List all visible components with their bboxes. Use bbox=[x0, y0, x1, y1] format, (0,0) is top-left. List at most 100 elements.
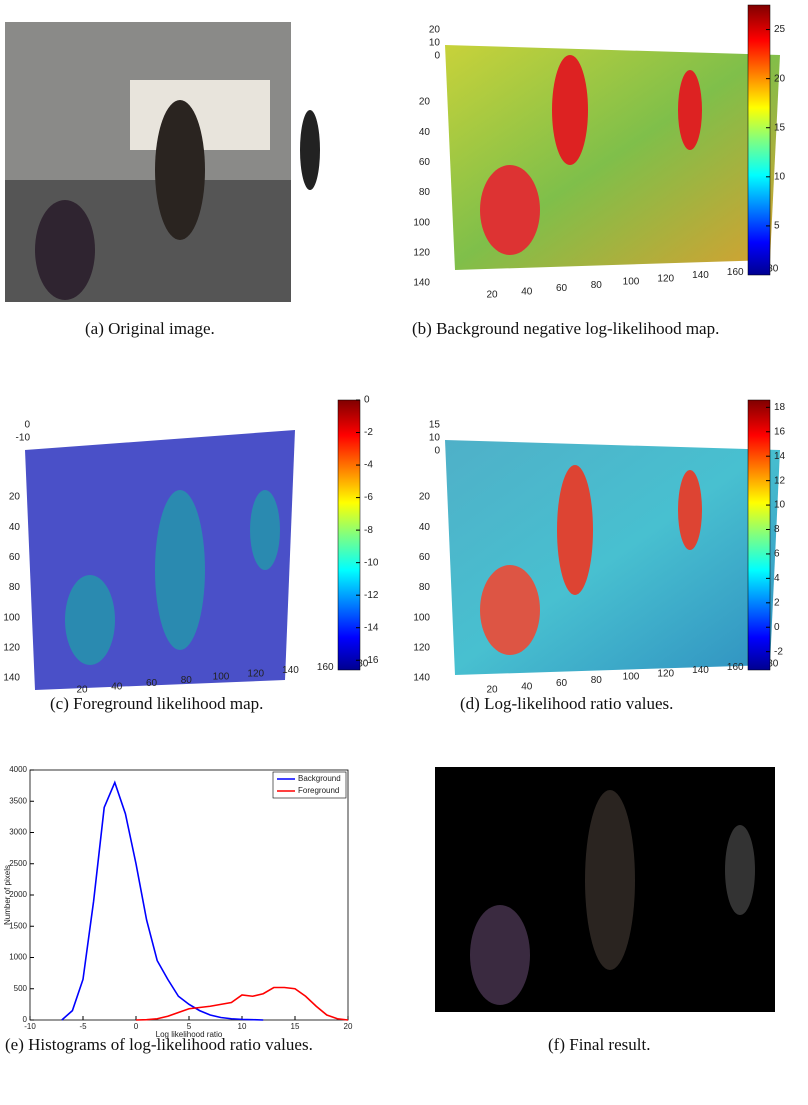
y-tick-label: 140 bbox=[413, 278, 430, 289]
x-tick-label: 40 bbox=[521, 286, 533, 297]
line bbox=[62, 783, 263, 1021]
caption: (f) Final result. bbox=[548, 1034, 650, 1056]
caption: (b) Background negative log-likelihood m… bbox=[412, 318, 802, 340]
y-tick-label: 1000 bbox=[9, 953, 27, 962]
x-tick-label: 100 bbox=[623, 277, 640, 288]
surface-peak bbox=[65, 575, 115, 665]
x-tick-label: 80 bbox=[181, 675, 193, 686]
colorbar-tick-label: -6 bbox=[364, 492, 373, 503]
x-tick-label: 120 bbox=[247, 668, 264, 679]
y-tick-label: 40 bbox=[419, 522, 431, 533]
x-tick-label: 40 bbox=[521, 681, 533, 692]
colorbar-tick-label: -14 bbox=[364, 622, 379, 633]
y-tick-label: 20 bbox=[9, 492, 21, 503]
y-tick-label: 40 bbox=[9, 522, 21, 533]
person bbox=[725, 825, 755, 915]
surface-peak bbox=[250, 490, 280, 570]
y-tick-label: 60 bbox=[419, 157, 431, 168]
line bbox=[136, 988, 348, 1021]
legend-label: Foreground bbox=[298, 786, 339, 795]
colorbar-tick-label: 14 bbox=[774, 451, 786, 462]
colorbar bbox=[338, 400, 360, 670]
caption: (c) Foreground likelihood map. bbox=[50, 693, 263, 715]
surface-peak bbox=[678, 70, 702, 150]
colorbar-tick-label: 15 bbox=[774, 122, 786, 133]
x-tick-label: 100 bbox=[623, 672, 640, 683]
surface-peak bbox=[552, 55, 588, 165]
colorbar-tick-label: -16 bbox=[364, 655, 379, 666]
x-tick-label: 15 bbox=[291, 1022, 300, 1031]
y-tick-label: 20 bbox=[419, 97, 431, 108]
y-tick-label: 80 bbox=[419, 582, 431, 593]
y-tick-label: 40 bbox=[419, 127, 431, 138]
colorbar-tick-label: 10 bbox=[774, 171, 786, 182]
x-tick-label: 60 bbox=[556, 283, 568, 294]
y-tick-label: 60 bbox=[419, 552, 431, 563]
z-tick-label: 0 bbox=[434, 51, 440, 62]
y-tick-label: 120 bbox=[413, 642, 430, 653]
colorbar-tick-label: 10 bbox=[774, 500, 786, 511]
x-tick-label: 60 bbox=[146, 678, 158, 689]
person bbox=[470, 905, 530, 1005]
y-axis-label: Number of pixels bbox=[3, 865, 12, 925]
x-tick-label: 40 bbox=[111, 681, 123, 692]
y-tick-label: 100 bbox=[3, 612, 20, 623]
y-tick-label: 120 bbox=[3, 642, 20, 653]
colorbar-tick-label: -8 bbox=[364, 525, 373, 536]
colorbar bbox=[748, 400, 770, 670]
colorbar-tick-label: 8 bbox=[774, 524, 780, 535]
colorbar-tick-label: 4 bbox=[774, 573, 780, 584]
colorbar-tick-label: -12 bbox=[364, 590, 379, 601]
x-tick-label: 80 bbox=[591, 280, 603, 291]
caption: (a) Original image. bbox=[85, 318, 215, 340]
caption: (d) Log-likelihood ratio values. bbox=[460, 693, 673, 715]
plot-area bbox=[30, 770, 348, 1020]
y-tick-label: 500 bbox=[14, 984, 28, 993]
person bbox=[585, 790, 635, 970]
x-tick-label: 20 bbox=[486, 290, 498, 301]
y-tick-label: 60 bbox=[9, 552, 21, 563]
x-tick-label: 120 bbox=[657, 668, 674, 679]
caption: (e) Histograms of log-likelihood ratio v… bbox=[5, 1034, 345, 1056]
y-tick-label: 3000 bbox=[9, 828, 27, 837]
x-tick-label: -5 bbox=[79, 1022, 87, 1031]
z-tick-label: 15 bbox=[429, 420, 441, 431]
surface-peak bbox=[480, 165, 540, 255]
surface-peak bbox=[155, 490, 205, 650]
y-tick-label: 120 bbox=[413, 247, 430, 258]
y-tick-label: 80 bbox=[9, 582, 21, 593]
legend-label: Background bbox=[298, 774, 341, 783]
z-tick-label: 10 bbox=[429, 38, 441, 49]
x-tick-label: 20 bbox=[344, 1022, 353, 1031]
colorbar-tick-label: -2 bbox=[774, 646, 783, 657]
y-tick-label: 4000 bbox=[9, 765, 27, 774]
y-tick-label: 100 bbox=[413, 612, 430, 623]
colorbar-tick-label: 0 bbox=[774, 622, 780, 633]
colorbar-tick-label: -4 bbox=[364, 460, 373, 471]
figure-canvas: 2010020406080100120140204060801001201401… bbox=[0, 0, 808, 1105]
colorbar-tick-label: 5 bbox=[774, 221, 780, 232]
colorbar-tick-label: 2 bbox=[774, 597, 780, 608]
figure: 2010020406080100120140204060801001201401… bbox=[0, 0, 808, 1105]
surface-peak bbox=[480, 565, 540, 655]
colorbar-tick-label: -10 bbox=[364, 557, 379, 568]
colorbar-tick-label: 6 bbox=[774, 549, 780, 560]
x-tick-label: 0 bbox=[134, 1022, 139, 1031]
surface-peak bbox=[678, 470, 702, 550]
y-tick-label: 140 bbox=[413, 673, 430, 684]
x-tick-label: 100 bbox=[213, 672, 230, 683]
colorbar-tick-label: -2 bbox=[364, 427, 373, 438]
x-tick-label: 160 bbox=[727, 267, 744, 278]
colorbar-tick-label: 16 bbox=[774, 426, 786, 437]
y-tick-label: 3500 bbox=[9, 796, 27, 805]
z-tick-label: 20 bbox=[429, 25, 441, 36]
x-tick-label: 140 bbox=[692, 665, 709, 676]
x-tick-label: 120 bbox=[657, 273, 674, 284]
surface-peak bbox=[557, 465, 593, 595]
x-tick-label: 60 bbox=[556, 678, 568, 689]
original-image bbox=[5, 22, 320, 302]
colorbar-tick-label: 12 bbox=[774, 475, 786, 486]
y-tick-label: 140 bbox=[3, 673, 20, 684]
x-tick-label: 10 bbox=[238, 1022, 247, 1031]
x-tick-label: 160 bbox=[317, 662, 334, 673]
